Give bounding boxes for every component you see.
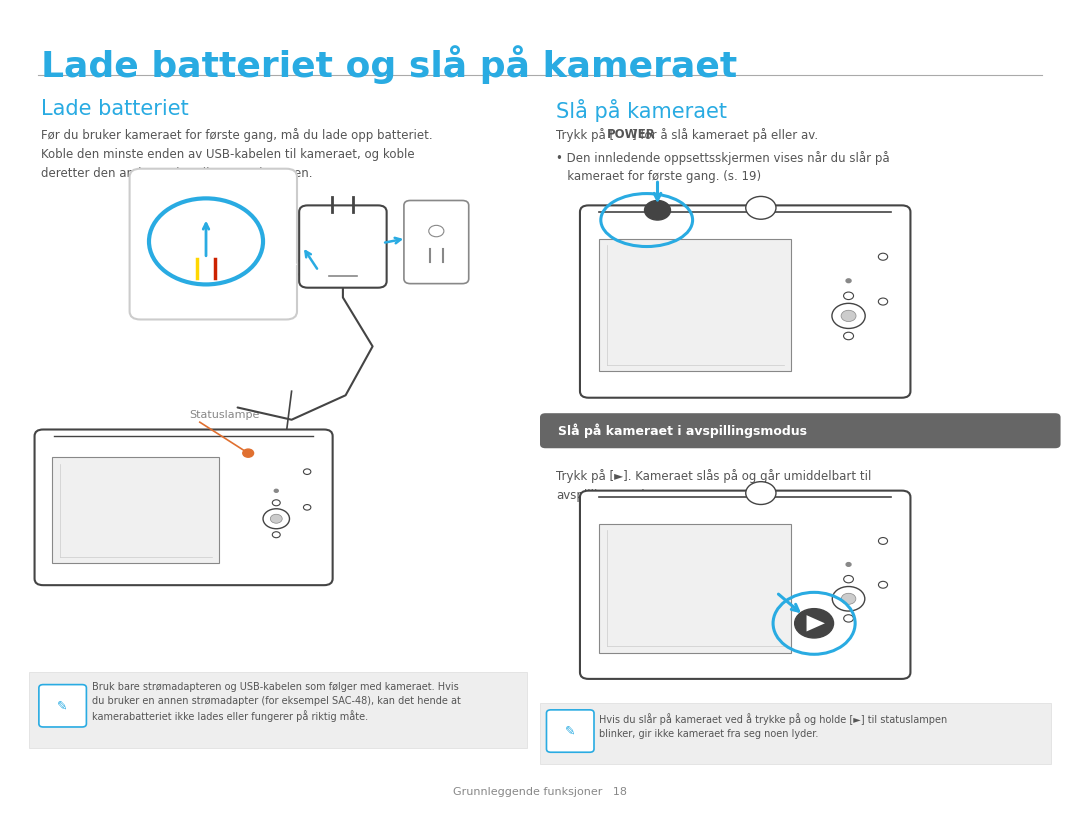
Circle shape <box>429 225 444 236</box>
FancyBboxPatch shape <box>404 200 469 284</box>
Circle shape <box>878 253 888 260</box>
Circle shape <box>303 504 311 510</box>
Text: ✎: ✎ <box>565 725 576 738</box>
Polygon shape <box>807 615 825 632</box>
Text: Lade batteriet: Lade batteriet <box>41 99 189 120</box>
Text: POWER: POWER <box>607 128 656 141</box>
Text: Lader: Lader <box>264 430 301 443</box>
Circle shape <box>843 333 853 340</box>
Text: kameraet for første gang. (s. 19): kameraet for første gang. (s. 19) <box>556 170 761 183</box>
Circle shape <box>832 303 865 328</box>
Text: Hvis du slår på kameraet ved å trykke på og holde [►] til statuslampen
blinker, : Hvis du slår på kameraet ved å trykke på… <box>599 713 947 738</box>
FancyBboxPatch shape <box>130 169 297 319</box>
FancyBboxPatch shape <box>540 703 1051 764</box>
Text: Bruk bare strømadapteren og USB-kabelen som følger med kameraet. Hvis
du bruker : Bruk bare strømadapteren og USB-kabelen … <box>92 682 461 722</box>
Circle shape <box>243 449 254 457</box>
Text: ] for å slå kameraet på eller av.: ] for å slå kameraet på eller av. <box>633 128 819 142</box>
Text: Grunnleggende funksjoner   18: Grunnleggende funksjoner 18 <box>453 787 627 797</box>
Circle shape <box>745 482 775 504</box>
Circle shape <box>841 311 856 322</box>
FancyBboxPatch shape <box>35 430 333 585</box>
Text: • Den innledende oppsettsskjermen vises når du slår på: • Den innledende oppsettsskjermen vises … <box>556 151 890 165</box>
Text: ✎: ✎ <box>57 699 68 712</box>
Text: • Rødt lys av:: • Rødt lys av: <box>189 455 280 468</box>
FancyBboxPatch shape <box>546 710 594 752</box>
Circle shape <box>841 593 855 604</box>
FancyBboxPatch shape <box>599 523 792 653</box>
Text: Trykk på [: Trykk på [ <box>556 128 615 142</box>
Circle shape <box>843 575 853 583</box>
Circle shape <box>878 581 888 588</box>
Text: • Rødt lys på:: • Rødt lys på: <box>189 430 280 444</box>
Polygon shape <box>283 252 297 276</box>
Circle shape <box>843 615 853 622</box>
Circle shape <box>272 500 280 506</box>
Circle shape <box>795 609 834 638</box>
Circle shape <box>303 469 311 474</box>
Circle shape <box>272 531 280 538</box>
Circle shape <box>270 514 282 523</box>
Circle shape <box>846 279 851 283</box>
Circle shape <box>264 509 289 529</box>
Text: Lade batteriet og slå på kameraet: Lade batteriet og slå på kameraet <box>41 45 738 84</box>
Circle shape <box>843 292 853 300</box>
Text: Slå på kameraet i avspillingsmodus: Slå på kameraet i avspillingsmodus <box>558 424 808 438</box>
FancyBboxPatch shape <box>39 685 86 727</box>
Circle shape <box>846 562 851 566</box>
Circle shape <box>878 538 888 544</box>
FancyBboxPatch shape <box>580 491 910 679</box>
Text: Statuslampe: Statuslampe <box>189 410 259 420</box>
Circle shape <box>645 200 671 220</box>
Text: Slå på kameraet: Slå på kameraet <box>556 99 727 122</box>
Text: Trykk på [►]. Kameraet slås på og går umiddelbart til
avspillingsmodus.: Trykk på [►]. Kameraet slås på og går um… <box>556 469 872 501</box>
FancyBboxPatch shape <box>299 205 387 288</box>
Circle shape <box>878 298 888 305</box>
FancyBboxPatch shape <box>599 239 792 372</box>
Polygon shape <box>284 251 313 278</box>
Text: Før du bruker kameraet for første gang, må du lade opp batteriet.
Koble den mins: Før du bruker kameraet for første gang, … <box>41 128 433 180</box>
Text: • Rødt lys blinker:: • Rødt lys blinker: <box>189 480 310 493</box>
Text: Fulladet: Fulladet <box>264 455 314 468</box>
Circle shape <box>745 196 775 219</box>
Circle shape <box>274 489 279 492</box>
FancyBboxPatch shape <box>540 413 1061 448</box>
FancyBboxPatch shape <box>580 205 910 398</box>
FancyBboxPatch shape <box>52 457 219 563</box>
FancyBboxPatch shape <box>29 672 527 748</box>
Text: Feil: Feil <box>291 480 314 493</box>
Circle shape <box>833 587 865 611</box>
